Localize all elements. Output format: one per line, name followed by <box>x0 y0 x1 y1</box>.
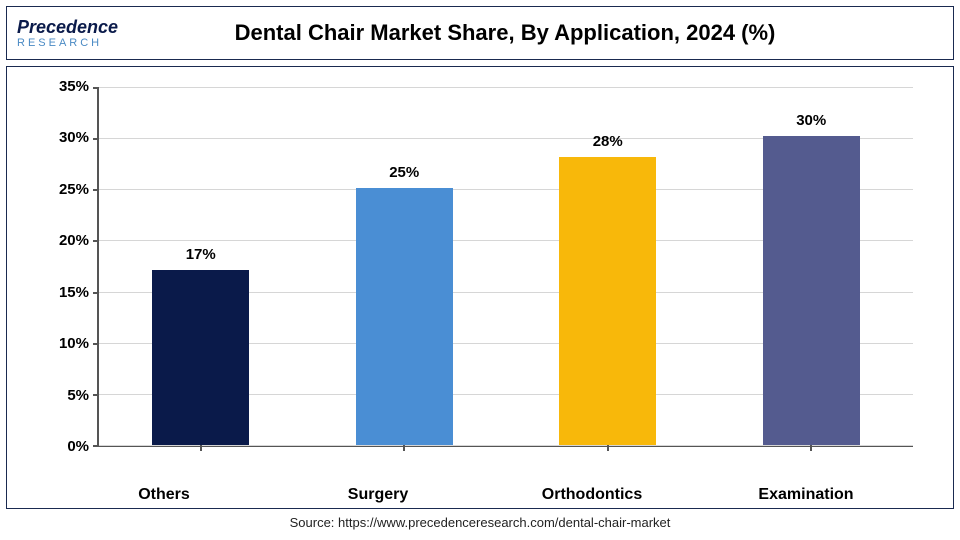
bar-group: 30% <box>722 136 901 445</box>
bar-value-label: 28% <box>593 133 623 150</box>
x-axis-label: Examination <box>712 486 900 504</box>
x-tick-mark <box>111 445 290 451</box>
header-bar: Precedence RESEARCH Dental Chair Market … <box>6 6 954 60</box>
bar <box>559 157 656 445</box>
y-axis: 35% 30% 25% 20% 15% 10% 5% 0% <box>47 87 97 447</box>
bars: 17%25%28%30% <box>99 87 913 445</box>
x-axis-label: Surgery <box>284 486 472 504</box>
bar <box>763 136 860 445</box>
bar-group: 28% <box>518 157 697 445</box>
x-axis-labels: Others Surgery Orthodontics Examination <box>57 486 953 504</box>
bar-value-label: 25% <box>389 164 419 181</box>
brand-logo: Precedence RESEARCH <box>17 18 167 49</box>
chart-container: 35% 30% 25% 20% 15% 10% 5% 0% 17%25%28%3… <box>6 66 954 509</box>
x-tick-mark <box>315 445 494 451</box>
x-axis-label: Others <box>70 486 258 504</box>
x-tick-marks <box>99 445 913 451</box>
chart-title: Dental Chair Market Share, By Applicatio… <box>167 20 943 46</box>
x-tick-mark <box>518 445 697 451</box>
plot-area: 17%25%28%30% <box>97 87 913 447</box>
bar-group: 17% <box>111 270 290 445</box>
logo-text-bottom: RESEARCH <box>17 38 102 49</box>
bar <box>152 270 249 445</box>
bar-value-label: 30% <box>796 112 826 129</box>
logo-text-top: Precedence <box>17 18 118 36</box>
bar-value-label: 17% <box>186 246 216 263</box>
source-text: Source: https://www.precedenceresearch.c… <box>0 509 960 540</box>
x-tick-mark <box>722 445 901 451</box>
x-axis-label: Orthodontics <box>498 486 686 504</box>
bar <box>356 188 453 445</box>
bar-group: 25% <box>315 188 494 445</box>
